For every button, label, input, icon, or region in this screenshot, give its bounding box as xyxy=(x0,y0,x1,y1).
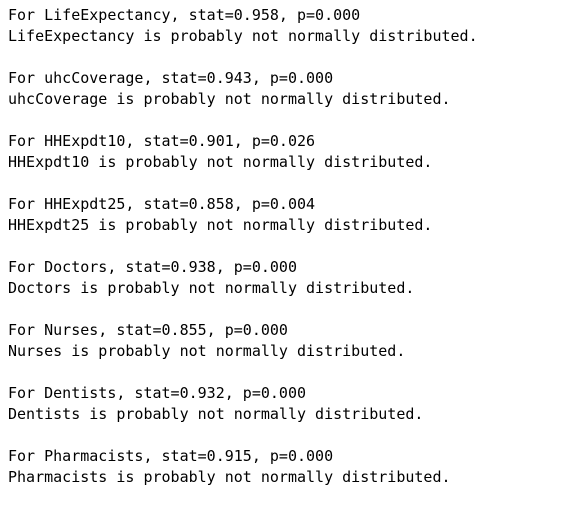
output-line: Dentists is probably not normally distri… xyxy=(8,405,424,423)
output-line: For LifeExpectancy, stat=0.958, p=0.000 xyxy=(8,6,361,24)
result-block: For Dentists, stat=0.932, p=0.000 Dentist… xyxy=(8,383,576,446)
output-line: For uhcCoverage, stat=0.943, p=0.000 xyxy=(8,69,334,87)
output-line: Nurses is probably not normally distribu… xyxy=(8,342,406,360)
output-line: Pharmacists is probably not normally dis… xyxy=(8,468,451,486)
result-block: For Pharmacists, stat=0.915, p=0.000 Phar… xyxy=(8,446,576,505)
output-line: Doctors is probably not normally distrib… xyxy=(8,279,415,297)
result-block: For uhcCoverage, stat=0.943, p=0.000 uhcC… xyxy=(8,68,576,131)
output-line: uhcCoverage is probably not normally dis… xyxy=(8,90,451,108)
output-line: For Doctors, stat=0.938, p=0.000 xyxy=(8,258,297,276)
output-line: For Nurses, stat=0.855, p=0.000 xyxy=(8,321,288,339)
result-block: For HHExpdt25, stat=0.858, p=0.004 HHExpd… xyxy=(8,194,576,257)
result-block: For Doctors, stat=0.938, p=0.000 Doctors … xyxy=(8,257,576,320)
output-line: For HHExpdt10, stat=0.901, p=0.026 xyxy=(8,132,316,150)
output-line: HHExpdt10 is probably not normally distr… xyxy=(8,153,433,171)
result-block: For LifeExpectancy, stat=0.958, p=0.000 L… xyxy=(8,5,576,68)
output-line: LifeExpectancy is probably not normally … xyxy=(8,27,478,45)
result-block: For HHExpdt10, stat=0.901, p=0.026 HHExpd… xyxy=(8,131,576,194)
output-line: HHExpdt25 is probably not normally distr… xyxy=(8,216,433,234)
output-line: For HHExpdt25, stat=0.858, p=0.004 xyxy=(8,195,316,213)
result-block: For Nurses, stat=0.855, p=0.000 Nurses is… xyxy=(8,320,576,383)
output-line: For Dentists, stat=0.932, p=0.000 xyxy=(8,384,307,402)
output-line: For Pharmacists, stat=0.915, p=0.000 xyxy=(8,447,334,465)
